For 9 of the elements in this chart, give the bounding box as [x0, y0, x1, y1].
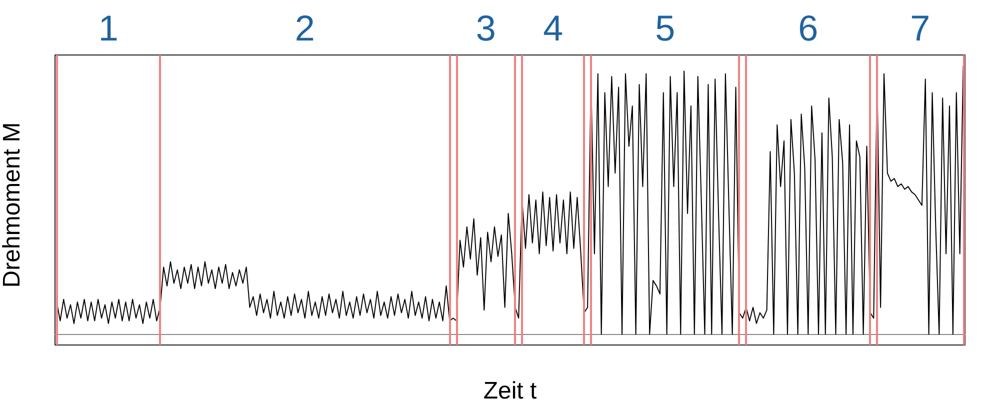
text: 1: [98, 8, 118, 48]
x-axis-title: Zeit t: [483, 378, 538, 404]
text: 6: [798, 8, 818, 48]
text: 5: [655, 8, 676, 48]
y-axis-title: Drehmoment M: [0, 122, 26, 288]
text: 7: [910, 8, 930, 48]
text: 2: [294, 8, 315, 48]
text: 4: [543, 8, 564, 48]
text: 3: [476, 8, 496, 48]
